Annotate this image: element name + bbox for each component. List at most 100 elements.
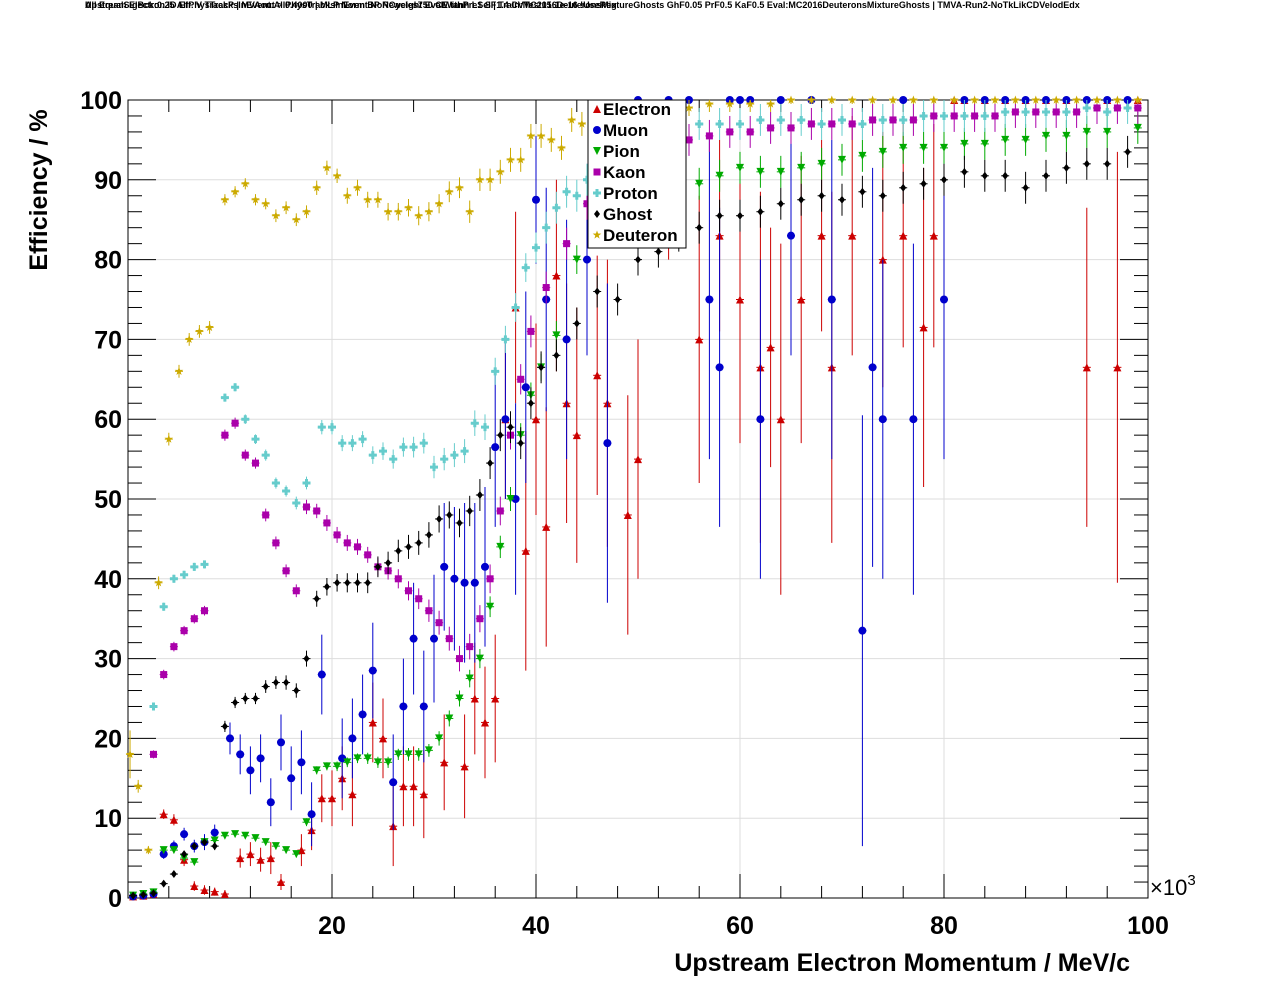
data-point <box>1011 108 1019 116</box>
data-point <box>532 415 540 424</box>
x-multiplier-base: ×10 <box>1150 875 1187 900</box>
data-point <box>491 367 500 376</box>
data-point <box>817 119 826 128</box>
data-point <box>1042 131 1050 140</box>
data-point <box>990 95 1000 104</box>
legend-entry-kaon: Kaon <box>593 163 646 182</box>
data-point <box>888 95 898 104</box>
data-point <box>736 163 744 172</box>
data-point <box>470 419 479 428</box>
data-point <box>343 758 352 767</box>
data-point <box>980 111 989 120</box>
data-point <box>858 119 867 128</box>
y-tick-label: 50 <box>94 486 122 514</box>
data-point <box>159 602 168 611</box>
data-point <box>262 682 269 691</box>
data-point <box>1133 95 1143 104</box>
data-point <box>547 135 556 144</box>
data-point <box>241 179 250 188</box>
data-point <box>506 495 515 503</box>
data-point <box>497 431 504 440</box>
data-point <box>271 479 280 488</box>
legend-label: Electron <box>603 100 671 119</box>
data-point <box>776 415 785 424</box>
data-point <box>277 878 285 887</box>
data-point <box>736 119 744 128</box>
data-point <box>379 734 387 743</box>
data-point <box>424 746 433 755</box>
data-point <box>394 207 403 216</box>
data-point <box>486 575 494 583</box>
data-point <box>338 439 347 448</box>
data-point <box>282 846 291 855</box>
data-point <box>210 836 219 845</box>
data-point <box>736 295 744 304</box>
data-point <box>1092 95 1102 104</box>
data-point <box>266 798 275 807</box>
data-point <box>776 115 785 124</box>
x-tick-label: 80 <box>930 912 958 940</box>
data-point <box>526 131 536 140</box>
data-point <box>317 670 326 679</box>
data-point <box>368 451 377 460</box>
data-point <box>542 284 550 292</box>
data-point <box>170 870 177 879</box>
data-point <box>180 570 189 579</box>
data-point <box>746 128 754 136</box>
data-point <box>767 124 775 132</box>
data-point <box>1011 95 1020 104</box>
data-point <box>919 111 928 120</box>
data-point <box>272 539 280 547</box>
data-point <box>920 179 927 188</box>
data-point <box>261 199 270 208</box>
data-point <box>991 112 999 120</box>
data-point <box>1083 159 1090 168</box>
data-point <box>385 558 392 567</box>
data-point <box>1002 171 1009 180</box>
data-point <box>374 562 381 571</box>
data-point <box>787 231 795 240</box>
data-point <box>277 738 285 747</box>
legend-marker <box>594 210 600 218</box>
data-point <box>297 758 306 767</box>
x-multiplier: ×103 <box>1150 872 1196 900</box>
y-tick-label: 10 <box>94 805 122 833</box>
data-point <box>323 519 331 527</box>
y-tick-label: 70 <box>94 326 122 354</box>
legend-marker <box>593 126 601 134</box>
data-point <box>572 191 581 200</box>
data-point <box>516 155 525 164</box>
data-point <box>1022 183 1029 192</box>
data-point <box>256 855 265 864</box>
data-point <box>384 758 393 767</box>
legend-entry-muon: Muon <box>593 121 648 140</box>
data-point <box>302 818 311 827</box>
data-point <box>766 343 775 352</box>
y-tick-label: 20 <box>94 725 122 753</box>
data-point <box>455 694 464 703</box>
data-point <box>313 594 320 603</box>
data-point <box>190 858 199 867</box>
data-point <box>210 828 219 837</box>
data-point <box>940 111 948 120</box>
data-point <box>475 175 485 184</box>
data-point <box>405 542 412 551</box>
data-point <box>450 574 459 583</box>
data-point <box>485 175 495 184</box>
y-tick-label: 0 <box>108 885 122 913</box>
data-point <box>434 199 444 208</box>
data-point <box>776 96 785 104</box>
data-point <box>745 99 755 108</box>
data-point <box>159 810 168 819</box>
data-point <box>180 830 189 839</box>
data-point <box>246 850 255 859</box>
legend-entry-proton: Proton <box>593 184 658 203</box>
data-point <box>1082 363 1091 372</box>
data-point <box>231 383 240 392</box>
data-point <box>756 115 765 124</box>
data-point <box>1001 107 1010 116</box>
data-point <box>521 263 530 272</box>
data-point <box>817 231 826 240</box>
data-point <box>424 207 434 216</box>
x-axis-label: Upstream Electron Momentum / MeV/c <box>674 949 1130 977</box>
